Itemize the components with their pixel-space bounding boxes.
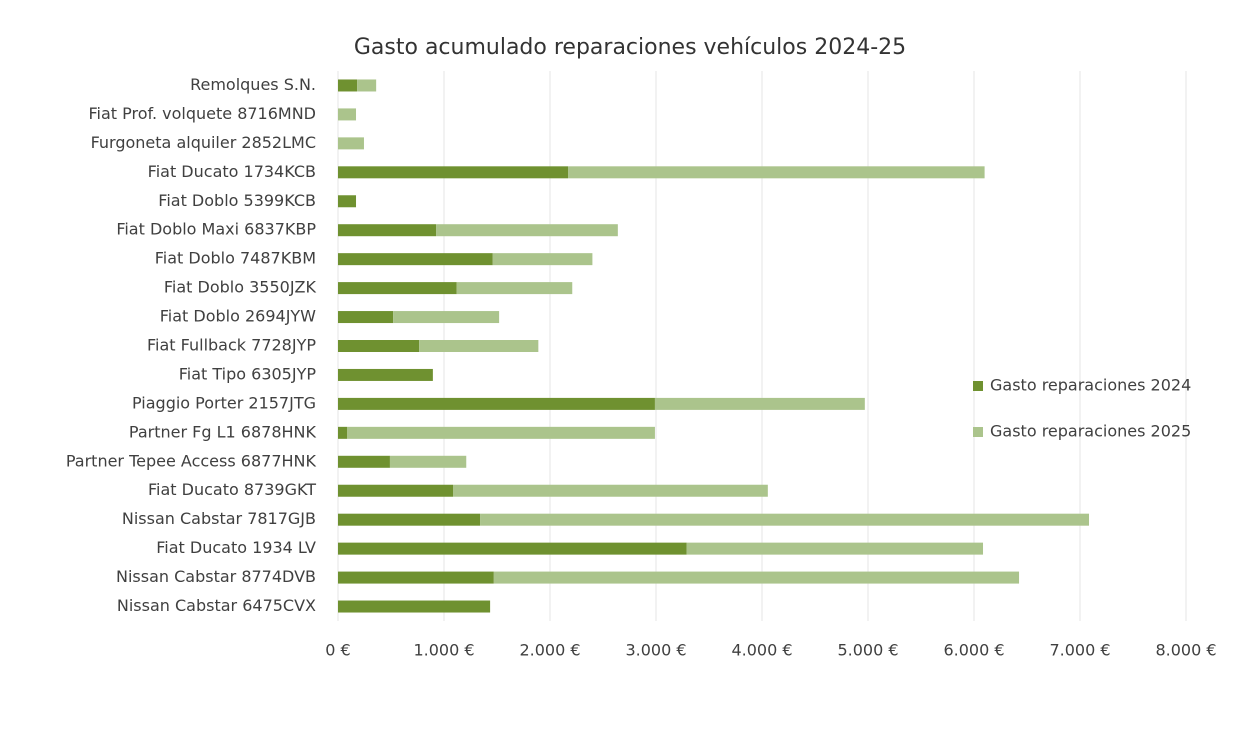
bar xyxy=(686,542,984,555)
y-tick-label: Nissan Cabstar 7817GJB xyxy=(122,509,316,528)
chart-title: Gasto acumulado reparaciones vehículos 2… xyxy=(354,35,906,60)
legend-swatch xyxy=(973,427,983,437)
bar xyxy=(568,166,985,179)
bar xyxy=(453,484,768,497)
x-tick-label: 8.000 € xyxy=(1155,641,1216,660)
y-tick-label: Nissan Cabstar 8774DVB xyxy=(116,567,316,586)
bar xyxy=(338,224,437,237)
legend-label: Gasto reparaciones 2025 xyxy=(990,422,1191,441)
bar xyxy=(338,397,655,410)
bar xyxy=(393,311,500,324)
y-tick-label: Fiat Doblo 5399KCB xyxy=(158,191,316,210)
bar xyxy=(338,108,357,121)
x-tick-label: 6.000 € xyxy=(943,641,1004,660)
bar xyxy=(338,282,457,295)
y-tick-label: Fiat Doblo 7487KBM xyxy=(155,249,316,268)
bar xyxy=(338,137,364,150)
bar xyxy=(338,368,433,381)
bar xyxy=(654,397,865,410)
x-tick-label: 2.000 € xyxy=(519,641,580,660)
bar xyxy=(493,571,1020,584)
bar xyxy=(347,426,655,439)
x-tick-label: 4.000 € xyxy=(731,641,792,660)
y-tick-label: Fiat Fullback 7728JYP xyxy=(147,336,316,355)
y-tick-label: Partner Fg L1 6878HNK xyxy=(129,422,317,441)
bar xyxy=(357,79,377,92)
bar xyxy=(480,513,1090,526)
y-tick-label: Fiat Ducato 1934 LV xyxy=(156,538,316,557)
y-tick-label: Nissan Cabstar 6475CVX xyxy=(117,596,316,615)
y-tick-label: Fiat Tipo 6305JYP xyxy=(179,364,317,383)
legend-label: Gasto reparaciones 2024 xyxy=(990,376,1191,395)
bar xyxy=(456,282,573,295)
bar xyxy=(436,224,618,237)
bar xyxy=(419,340,539,352)
y-tick-label: Furgoneta alquiler 2852LMC xyxy=(91,133,316,152)
bar xyxy=(338,166,569,179)
x-tick-label: 7.000 € xyxy=(1049,641,1110,660)
legend-swatch xyxy=(973,381,983,391)
bar xyxy=(338,311,394,324)
y-tick-label: Fiat Prof. volquete 8716MND xyxy=(88,104,316,123)
bar xyxy=(338,340,420,352)
bar xyxy=(338,426,348,439)
y-tick-label: Partner Tepee Access 6877HNK xyxy=(66,451,317,470)
bar xyxy=(338,195,357,208)
bar xyxy=(338,455,390,468)
y-tick-label: Fiat Ducato 8739GKT xyxy=(148,480,316,499)
bar xyxy=(389,455,467,468)
y-tick-label: Fiat Doblo Maxi 6837KBP xyxy=(116,220,316,239)
bar xyxy=(338,79,358,92)
x-tick-label: 5.000 € xyxy=(837,641,898,660)
x-tick-label: 0 € xyxy=(325,641,350,660)
bar xyxy=(338,571,494,584)
bar xyxy=(338,600,491,613)
y-tick-label: Fiat Ducato 1734KCB xyxy=(148,162,316,181)
bar xyxy=(338,253,493,266)
x-tick-label: 1.000 € xyxy=(413,641,474,660)
bar xyxy=(338,484,454,497)
y-tick-label: Fiat Doblo 2694JYW xyxy=(160,307,316,326)
bar xyxy=(338,513,481,526)
x-tick-label: 3.000 € xyxy=(625,641,686,660)
bar xyxy=(338,542,687,555)
y-tick-label: Fiat Doblo 3550JZK xyxy=(164,278,317,297)
bar xyxy=(492,253,593,266)
y-tick-label: Remolques S.N. xyxy=(190,75,316,94)
y-tick-label: Piaggio Porter 2157JTG xyxy=(132,393,316,412)
